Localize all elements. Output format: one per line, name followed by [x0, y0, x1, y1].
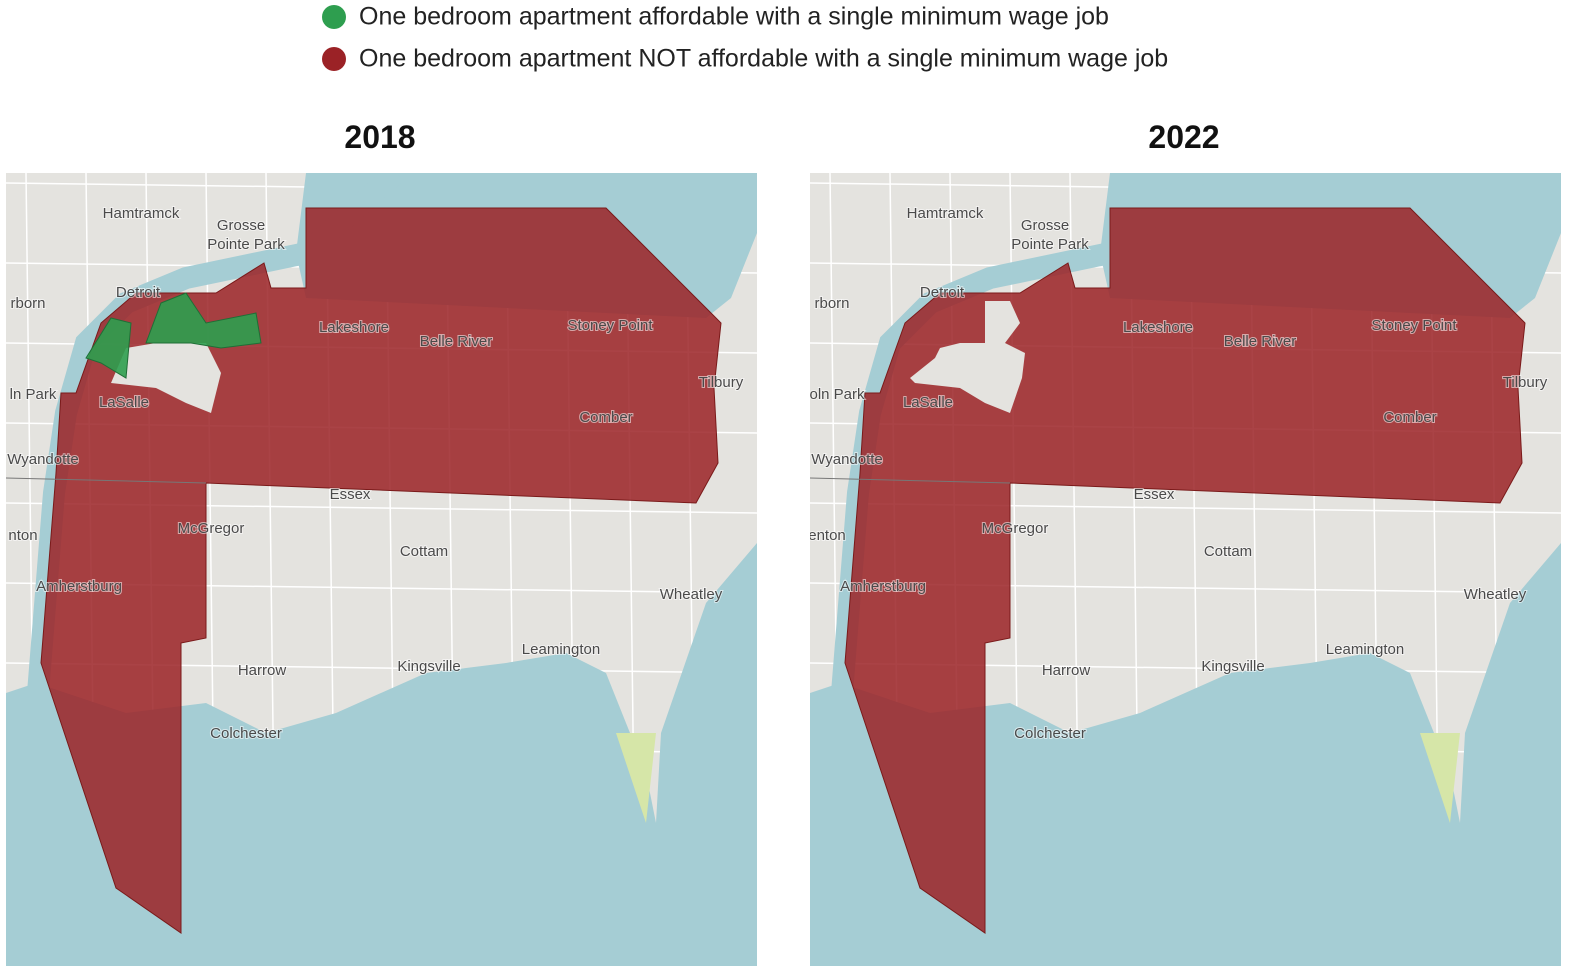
place-label: Essex [1134, 486, 1175, 503]
map-panel: Hamtramck Grosse Pointe Park Detroit rborn La… [6, 173, 757, 966]
region-unshaded [111, 343, 221, 413]
place-label: Cottam [1204, 543, 1252, 560]
legend-swatch [322, 47, 346, 71]
place-label: Belle River [420, 333, 493, 350]
place-label: Colchester [1014, 725, 1086, 742]
region-affordable [145, 292, 262, 349]
place-label: nton [8, 527, 37, 544]
place-label: rborn [10, 295, 45, 312]
place-label: Pointe Park [207, 236, 285, 253]
legend-label: One bedroom apartment NOT affordable wit… [359, 45, 1168, 73]
place-label: Comber [1383, 409, 1436, 426]
place-label: ln Park [10, 386, 57, 403]
park [1420, 733, 1460, 823]
region-affordable [85, 317, 132, 379]
place-label: Grosse [217, 217, 265, 234]
place-label: Tilbury [1503, 374, 1548, 391]
park [616, 733, 656, 823]
place-label: LaSalle [903, 394, 953, 411]
place-label: Detroit [116, 284, 161, 301]
place-label: Stoney Point [567, 317, 653, 334]
place-label: oln Park [809, 386, 865, 403]
place-label: Belle River [1224, 333, 1297, 350]
place-label: Pointe Park [1011, 236, 1089, 253]
legend: One bedroom apartment affordable with a … [322, 3, 1168, 73]
place-label: McGregor [982, 520, 1049, 537]
place-label: Kingsville [397, 658, 460, 675]
map-title: 2022 [1148, 119, 1219, 155]
map-panel: Hamtramck Grosse Pointe Park Detroit rborn La… [808, 173, 1561, 966]
place-label: LaSalle [99, 394, 149, 411]
place-label: Hamtramck [907, 205, 984, 222]
map-title: 2018 [344, 119, 415, 155]
border [6, 477, 207, 484]
place-label: Detroit [920, 284, 965, 301]
place-label: Colchester [210, 725, 282, 742]
place-label: Wyandotte [811, 451, 883, 468]
place-label: Amherstburg [36, 578, 122, 595]
place-label: Essex [330, 486, 371, 503]
place-label: Amherstburg [840, 578, 926, 595]
region-unshaded [910, 301, 1025, 413]
place-label: Comber [579, 409, 632, 426]
place-label: rborn [814, 295, 849, 312]
place-label: Harrow [238, 662, 287, 679]
border [810, 477, 1011, 484]
place-label: Leamington [1326, 641, 1404, 658]
place-label: Hamtramck [103, 205, 180, 222]
place-label: Wheatley [1464, 586, 1527, 603]
lake-erie [6, 543, 757, 966]
place-label: Kingsville [1201, 658, 1264, 675]
legend-label: One bedroom apartment affordable with a … [359, 3, 1109, 31]
place-label: Lakeshore [1123, 319, 1193, 336]
place-label: Wheatley [660, 586, 723, 603]
place-label: Lakeshore [319, 319, 389, 336]
place-label: Grosse [1021, 217, 1069, 234]
legend-swatch [322, 5, 346, 29]
place-label: Leamington [522, 641, 600, 658]
place-label: enton [808, 527, 846, 544]
place-label: Wyandotte [7, 451, 79, 468]
lake-erie [810, 543, 1561, 966]
place-label: Harrow [1042, 662, 1091, 679]
place-label: Stoney Point [1371, 317, 1457, 334]
place-label: McGregor [178, 520, 245, 537]
place-label: Cottam [400, 543, 448, 560]
place-label: Tilbury [699, 374, 744, 391]
